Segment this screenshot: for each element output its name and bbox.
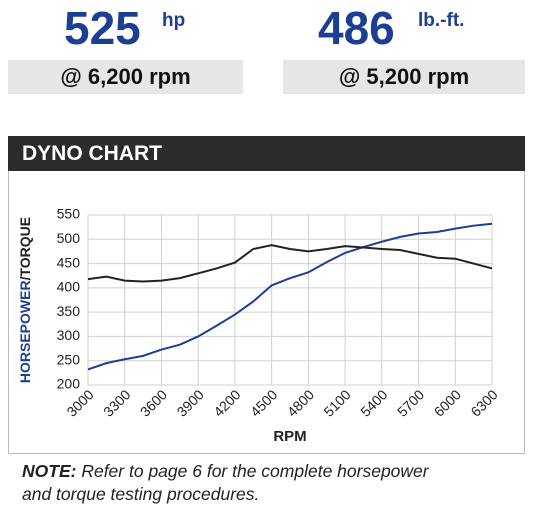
y-tick-label: 200 (57, 376, 81, 392)
x-tick-label: 5700 (394, 386, 427, 419)
chart-frame (8, 171, 525, 454)
y-tick-label: 550 (57, 206, 81, 222)
x-tick-label: 3900 (174, 386, 207, 419)
y-tick-label: 250 (57, 351, 81, 367)
x-tick-label: 3300 (100, 386, 133, 419)
x-tick-label: 5400 (357, 386, 390, 419)
y-tick-label: 350 (57, 303, 81, 319)
panel-title: DYNO CHART (8, 136, 525, 171)
x-tick-label: 4500 (247, 386, 280, 419)
x-tick-label: 3600 (137, 386, 170, 419)
line (87, 244, 493, 283)
y-label-part: /TORQUE (17, 217, 33, 281)
tq-value: 486 (318, 2, 395, 54)
x-tick-label: 4800 (284, 386, 317, 419)
tq-rpm: @ 5,200 rpm (283, 60, 525, 94)
tq-unit: lb.-ft. (418, 10, 465, 31)
y-tick-label: 400 (57, 279, 81, 295)
hp-unit: hp (162, 10, 186, 31)
x-tick-label: 4200 (210, 386, 243, 419)
x-tick-label: 6300 (467, 386, 500, 419)
note-label: NOTE: (22, 461, 77, 481)
y-axis-label: HORSEPOWER/TORQUE (17, 217, 33, 383)
y-tick-label: 450 (57, 254, 81, 270)
note-text: Refer to page 6 for the complete horsepo… (22, 461, 429, 504)
x-axis-label: RPM (273, 428, 306, 445)
hp-value: 525 (64, 2, 141, 54)
y-tick-label: 300 (57, 327, 81, 343)
note: NOTE: Refer to page 6 for the complete h… (22, 460, 462, 506)
x-tick-label: 5100 (320, 386, 353, 419)
y-tick-label: 500 (57, 230, 81, 246)
y-label-part: HORSEPOWER (17, 280, 33, 383)
hp-rpm: @ 6,200 rpm (8, 60, 243, 94)
x-tick-label: 6000 (431, 386, 464, 419)
line (87, 222, 493, 371)
